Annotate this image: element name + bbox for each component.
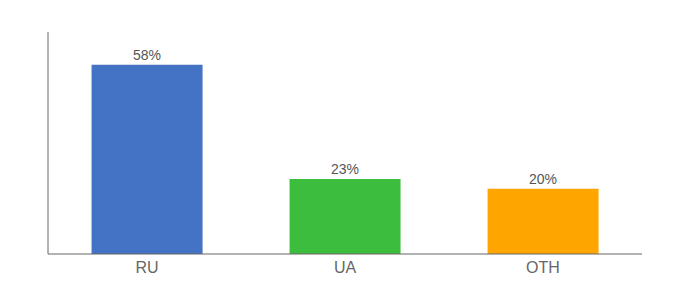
svg-text:23%: 23% [331, 161, 359, 177]
svg-text:58%: 58% [133, 47, 161, 63]
svg-text:RU: RU [135, 259, 158, 276]
svg-text:UA: UA [334, 259, 357, 276]
svg-text:OTH: OTH [526, 259, 560, 276]
svg-text:20%: 20% [529, 171, 557, 187]
